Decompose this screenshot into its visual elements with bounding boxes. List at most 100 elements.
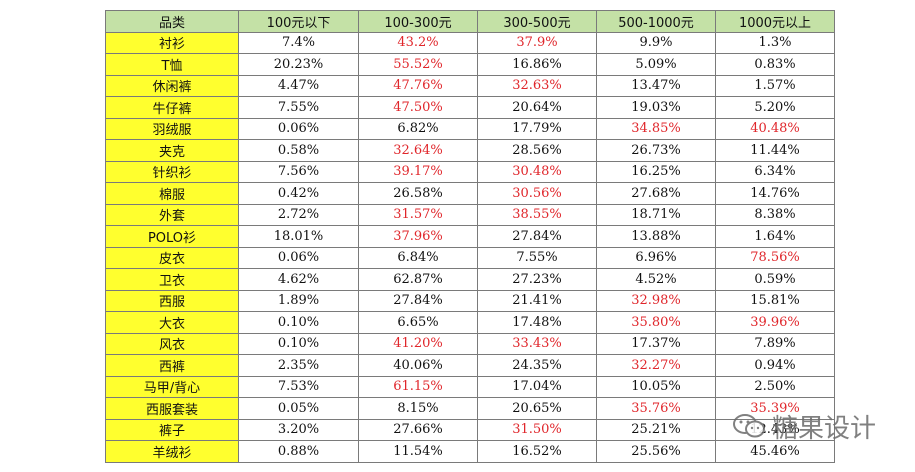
value-cell: 1.57% — [715, 74, 835, 97]
value-cell: 2.50% — [715, 375, 835, 398]
value-cell: 14.76% — [715, 182, 835, 205]
category-cell: 针织衫 — [105, 160, 239, 183]
value-cell: 20.64% — [477, 96, 597, 119]
value-cell: 10.05% — [596, 375, 716, 398]
value-cell: 32.98% — [596, 289, 716, 312]
table-row: 衬衫 7.4% 43.2% 37.9% 9.9% 1.3% — [105, 31, 835, 54]
header-500-1000: 500-1000元 — [596, 10, 716, 33]
category-cell: 羽绒服 — [105, 117, 239, 140]
value-cell: 37.96% — [358, 225, 478, 248]
value-cell: 30.48% — [477, 160, 597, 183]
value-cell: 4.47% — [238, 74, 359, 97]
value-cell: 0.94% — [715, 354, 835, 377]
table-row: 外套 2.72% 31.57% 38.55% 18.71% 8.38% — [105, 203, 835, 226]
value-cell: 8.15% — [358, 397, 478, 420]
value-cell: 40.06% — [358, 354, 478, 377]
value-cell: 0.42% — [238, 182, 359, 205]
value-cell: 34.85% — [596, 117, 716, 140]
table-row: T恤 20.23% 55.52% 16.86% 5.09% 0.83% — [105, 53, 835, 76]
value-cell: 15.81% — [715, 289, 835, 312]
table-container: 品类 100元以下 100-300元 300-500元 500-1000元 10… — [105, 10, 835, 463]
value-cell: 0.58% — [238, 139, 359, 162]
value-cell: 17.37% — [596, 332, 716, 355]
table-row: 卫衣 4.62% 62.87% 27.23% 4.52% 0.59% — [105, 268, 835, 291]
value-cell: 62.87% — [358, 268, 478, 291]
value-cell: 39.17% — [358, 160, 478, 183]
category-cell: POLO衫 — [105, 225, 239, 248]
table-row: 针织衫 7.56% 39.17% 30.48% 16.25% 6.34% — [105, 160, 835, 183]
table-row: 西服 1.89% 27.84% 21.41% 32.98% 15.81% — [105, 289, 835, 312]
value-cell: 32.63% — [477, 74, 597, 97]
value-cell: 8.38% — [715, 203, 835, 226]
header-row: 品类 100元以下 100-300元 300-500元 500-1000元 10… — [105, 10, 835, 33]
value-cell: 6.96% — [596, 246, 716, 269]
value-cell: 7.56% — [238, 160, 359, 183]
header-category: 品类 — [105, 10, 239, 33]
value-cell: 1.3% — [715, 31, 835, 54]
value-cell: 13.47% — [596, 74, 716, 97]
value-cell: 6.65% — [358, 311, 478, 334]
table-row: 裤子 3.20% 27.66% 31.50% 25.21% 12.43% — [105, 418, 835, 441]
value-cell: 5.20% — [715, 96, 835, 119]
category-cell: 裤子 — [105, 418, 239, 441]
value-cell: 47.50% — [358, 96, 478, 119]
value-cell: 7.4% — [238, 31, 359, 54]
value-cell: 6.82% — [358, 117, 478, 140]
value-cell: 37.9% — [477, 31, 597, 54]
table-row: POLO衫 18.01% 37.96% 27.84% 13.88% 1.64% — [105, 225, 835, 248]
header-over-1000: 1000元以上 — [715, 10, 835, 33]
value-cell: 20.23% — [238, 53, 359, 76]
category-cell: T恤 — [105, 53, 239, 76]
value-cell: 18.01% — [238, 225, 359, 248]
category-cell: 休闲裤 — [105, 74, 239, 97]
category-cell: 马甲/背心 — [105, 375, 239, 398]
value-cell: 21.41% — [477, 289, 597, 312]
category-cell: 皮衣 — [105, 246, 239, 269]
value-cell: 2.72% — [238, 203, 359, 226]
value-cell: 0.06% — [238, 117, 359, 140]
category-cell: 棉服 — [105, 182, 239, 205]
value-cell: 30.56% — [477, 182, 597, 205]
value-cell: 0.10% — [238, 332, 359, 355]
value-cell: 0.59% — [715, 268, 835, 291]
header-100-300: 100-300元 — [358, 10, 478, 33]
table-row: 风衣 0.10% 41.20% 33.43% 17.37% 7.89% — [105, 332, 835, 355]
value-cell: 27.23% — [477, 268, 597, 291]
header-300-500: 300-500元 — [477, 10, 597, 33]
value-cell: 20.65% — [477, 397, 597, 420]
value-cell: 0.83% — [715, 53, 835, 76]
value-cell: 18.71% — [596, 203, 716, 226]
value-cell: 31.50% — [477, 418, 597, 441]
table-row: 牛仔裤 7.55% 47.50% 20.64% 19.03% 5.20% — [105, 96, 835, 119]
table-row: 西裤 2.35% 40.06% 24.35% 32.27% 0.94% — [105, 354, 835, 377]
table-row: 休闲裤 4.47% 47.76% 32.63% 13.47% 1.57% — [105, 74, 835, 97]
table-row: 羊绒衫 0.88% 11.54% 16.52% 25.56% 45.46% — [105, 440, 835, 463]
value-cell: 6.84% — [358, 246, 478, 269]
value-cell: 28.56% — [477, 139, 597, 162]
value-cell: 5.09% — [596, 53, 716, 76]
category-cell: 风衣 — [105, 332, 239, 355]
table-row: 棉服 0.42% 26.58% 30.56% 27.68% 14.76% — [105, 182, 835, 205]
value-cell: 26.73% — [596, 139, 716, 162]
table-row: 夹克 0.58% 32.64% 28.56% 26.73% 11.44% — [105, 139, 835, 162]
value-cell: 35.76% — [596, 397, 716, 420]
wechat-icon — [733, 414, 765, 438]
value-cell: 26.58% — [358, 182, 478, 205]
value-cell: 13.88% — [596, 225, 716, 248]
value-cell: 17.04% — [477, 375, 597, 398]
value-cell: 0.88% — [238, 440, 359, 463]
category-cell: 西服套装 — [105, 397, 239, 420]
category-cell: 西服 — [105, 289, 239, 312]
value-cell: 41.20% — [358, 332, 478, 355]
value-cell: 1.64% — [715, 225, 835, 248]
table-body: 衬衫 7.4% 43.2% 37.9% 9.9% 1.3% T恤 20.23% 55.52% 16… — [105, 31, 835, 463]
category-cell: 牛仔裤 — [105, 96, 239, 119]
value-cell: 7.55% — [238, 96, 359, 119]
value-cell: 38.55% — [477, 203, 597, 226]
value-cell: 16.52% — [477, 440, 597, 463]
value-cell: 27.66% — [358, 418, 478, 441]
value-cell: 3.20% — [238, 418, 359, 441]
category-cell: 卫衣 — [105, 268, 239, 291]
value-cell: 25.21% — [596, 418, 716, 441]
value-cell: 16.86% — [477, 53, 597, 76]
